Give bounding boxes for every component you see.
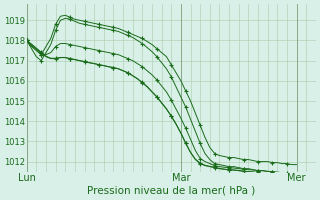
X-axis label: Pression niveau de la mer( hPa ): Pression niveau de la mer( hPa ) xyxy=(87,186,255,196)
